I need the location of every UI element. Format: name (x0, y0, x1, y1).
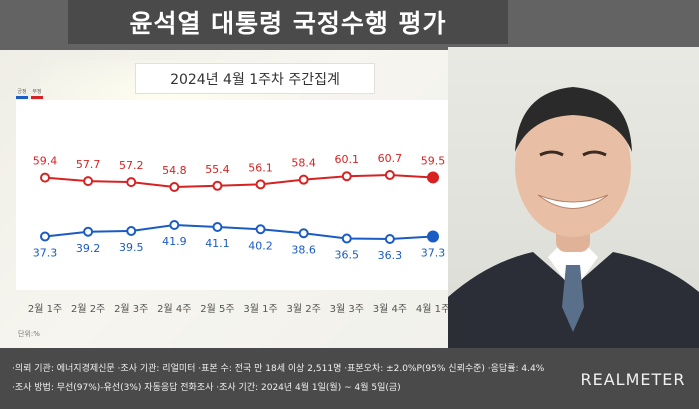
unit-label: 단위:% (18, 330, 40, 338)
data-label: 60.1 (335, 153, 360, 166)
x-tick-label: 2월 2주 (71, 303, 105, 315)
data-label: 41.9 (162, 235, 187, 248)
data-label: 59.4 (33, 155, 58, 168)
plot-area (16, 100, 490, 290)
page-title: 윤석열 대통령 국정수행 평가 (68, 0, 508, 44)
data-point (40, 172, 50, 183)
data-point (83, 226, 94, 237)
data-point (212, 180, 223, 191)
legend-label-negative: 부정 (32, 89, 42, 95)
data-label: 36.3 (378, 249, 403, 262)
data-label: 36.5 (335, 249, 360, 262)
data-label: 55.4 (205, 163, 230, 176)
data-label: 39.2 (76, 242, 101, 255)
x-tick-label: 2월 1주 (28, 303, 62, 315)
survey-note-line: ·의뢰 기관: 에너지경제신문 ·조사 기관: 리얼미터 ·표본 수: 전국 만… (12, 364, 545, 374)
legend-swatch-positive (16, 96, 28, 99)
survey-note-line: ·조사 방법: 무선(97%)-유선(3%) 자동응답 전화조사 ·조사 기간:… (12, 383, 401, 393)
legend-label-positive: 긍정 (17, 89, 27, 95)
data-label: 59.5 (421, 154, 446, 167)
survey-notes: ·의뢰 기관: 에너지경제신문 ·조사 기관: 리얼미터 ·표본 수: 전국 만… (12, 360, 572, 398)
x-tick-label: 3월 4주 (373, 303, 407, 315)
data-point (298, 174, 309, 185)
data-label: 41.1 (205, 237, 230, 250)
data-point (212, 222, 223, 232)
x-tick-label: 2월 5주 (200, 303, 234, 315)
data-point (126, 177, 137, 188)
data-label: 54.8 (162, 164, 187, 177)
data-point (384, 170, 395, 180)
data-label: 37.3 (33, 247, 58, 260)
series-line (44, 223, 434, 241)
data-point (255, 224, 266, 235)
data-point (83, 176, 94, 187)
data-label: 56.1 (248, 161, 273, 174)
legend-item-positive: 긍정 (16, 88, 28, 99)
data-point (169, 182, 180, 192)
data-point (126, 226, 137, 236)
x-tick-label: 3월 2주 (287, 303, 321, 315)
data-point (384, 234, 395, 244)
data-point (255, 179, 266, 190)
legend-item-negative: 부정 (31, 88, 43, 99)
data-label: 57.7 (76, 158, 101, 171)
x-tick-label: 4월 1주 (416, 303, 450, 315)
x-tick-label: 2월 4주 (157, 303, 191, 315)
data-point (427, 171, 439, 184)
president-portrait (448, 47, 699, 348)
data-point (341, 171, 352, 182)
data-label: 40.2 (248, 239, 273, 252)
data-label: 58.4 (291, 157, 316, 170)
legend-swatch-negative (31, 96, 43, 99)
legend: 긍정 부정 (16, 88, 43, 99)
data-label: 60.7 (378, 152, 403, 165)
x-tick-label: 2월 3주 (114, 303, 148, 315)
data-label: 39.5 (119, 241, 144, 254)
brand-logo: REALMETER (580, 369, 686, 389)
data-point (341, 233, 352, 244)
data-point (427, 230, 439, 243)
series-line (44, 173, 434, 189)
data-point (169, 220, 180, 230)
chart-subtitle: 2024년 4월 1주차 주간집계 (135, 63, 375, 94)
data-point (40, 231, 50, 242)
data-label: 37.3 (421, 247, 446, 260)
x-tick-label: 3월 1주 (243, 303, 277, 315)
data-point (298, 228, 309, 239)
data-label: 38.6 (291, 243, 316, 256)
footer-band (0, 348, 699, 409)
data-label: 57.2 (119, 159, 144, 172)
x-tick-label: 3월 3주 (330, 303, 364, 315)
